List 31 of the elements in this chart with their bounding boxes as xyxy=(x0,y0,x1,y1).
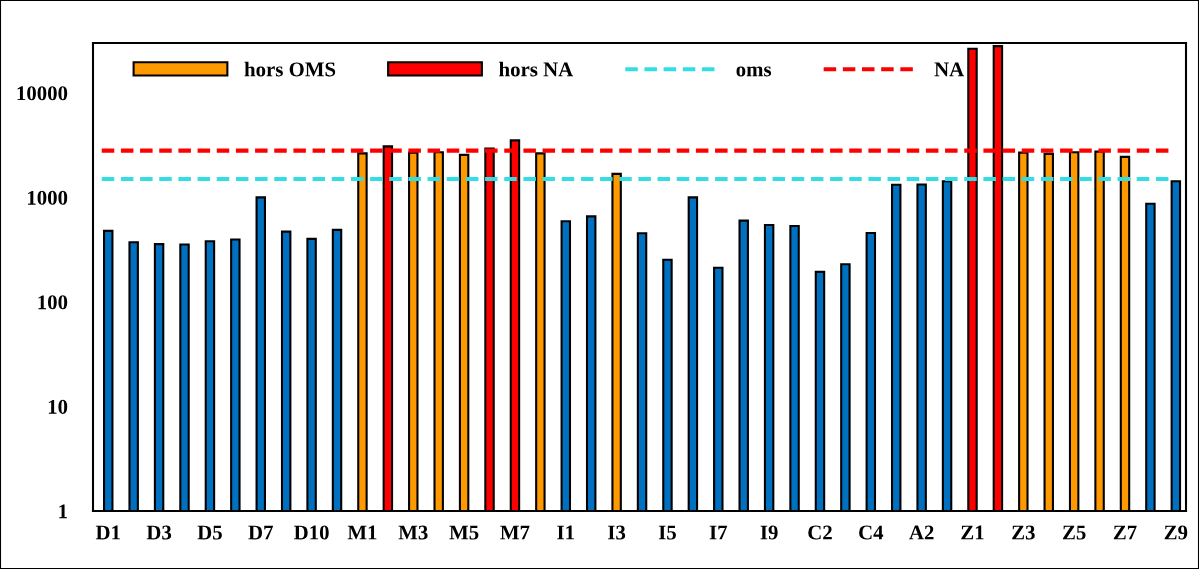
x-tick-label: C2 xyxy=(808,525,832,540)
y-tick-label: 1 xyxy=(59,504,67,519)
x-tick-label: I5 xyxy=(658,525,676,540)
x-tick-label: I9 xyxy=(760,525,778,540)
x-tick-label: D10 xyxy=(294,525,329,540)
y-tick-label: 1000 xyxy=(28,190,68,205)
legend-label: hors OMS xyxy=(244,61,336,77)
x-tick-label: Z9 xyxy=(1164,525,1188,540)
x-tick-label: I3 xyxy=(608,525,626,540)
y-tick-label: 10 xyxy=(48,399,68,414)
y-tick-label: 10000 xyxy=(17,86,68,101)
x-tick-label: Z1 xyxy=(961,525,984,540)
x-tick-label: D3 xyxy=(146,525,172,540)
x-tick-label: I7 xyxy=(709,525,728,540)
x-tick-label: Z3 xyxy=(1012,525,1035,540)
x-tick-label: M5 xyxy=(449,525,479,540)
legend-label: oms xyxy=(736,66,772,77)
x-tick-label: Z5 xyxy=(1063,525,1086,540)
x-tick-label: M7 xyxy=(500,525,530,540)
x-tick-label: Z7 xyxy=(1113,525,1137,540)
y-tick-label: 100 xyxy=(38,295,68,310)
x-tick-label: D5 xyxy=(197,525,222,540)
x-tick-label: M3 xyxy=(398,525,428,540)
legend-label: hors NA xyxy=(499,61,574,77)
x-tick-label: C4 xyxy=(859,525,884,540)
x-tick-label: M1 xyxy=(347,525,377,540)
x-tick-label: I1 xyxy=(557,525,574,540)
x-tick-label: D1 xyxy=(95,525,120,540)
legend-label: NA xyxy=(934,62,965,77)
x-tick-label: A2 xyxy=(909,525,934,540)
x-tick-label: D7 xyxy=(248,525,273,540)
